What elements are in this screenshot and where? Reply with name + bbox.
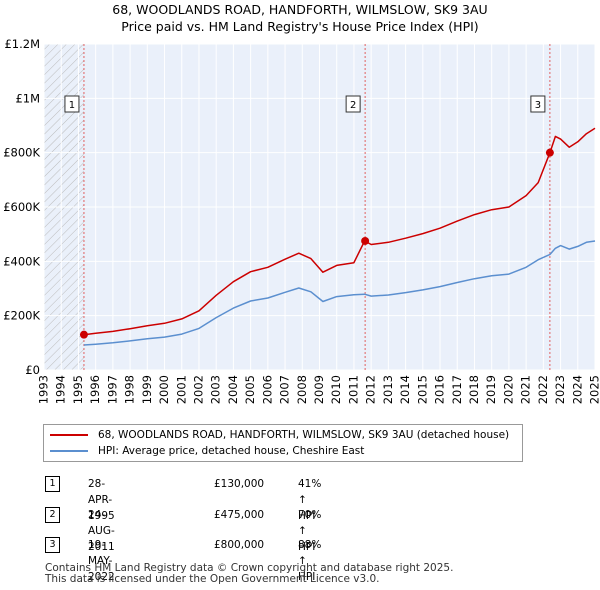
x-tick-label: 2024	[570, 375, 584, 404]
x-tick-label: 2022	[536, 375, 550, 404]
x-tick-label: 1994	[54, 375, 68, 404]
sale-marker-box	[345, 95, 361, 113]
sale-marker-box	[64, 95, 80, 113]
x-tick-label: 2006	[260, 375, 274, 404]
x-tick-label: 1999	[140, 375, 154, 404]
transaction-hpi-change: 70% ↑ HPI	[298, 509, 322, 553]
y-tick-label: £200K	[3, 309, 40, 323]
x-tick-label: 2005	[243, 375, 257, 404]
legend-label-price: 68, WOODLANDS ROAD, HANDFORTH, WILMSLOW,…	[98, 429, 510, 441]
x-tick-label: 2015	[415, 375, 429, 404]
x-tick-label: 2002	[191, 375, 205, 404]
chart-subtitle: Price paid vs. HM Land Registry's House …	[121, 19, 479, 34]
x-tick-label: 2016	[433, 375, 447, 404]
transaction-date: 24-AUG-2011	[88, 509, 115, 553]
footer-licence: This data is licensed under the Open Gov…	[45, 573, 380, 585]
x-tick-label: 2018	[467, 375, 481, 404]
hpi-line	[83, 240, 596, 346]
transaction-price: £130,000	[214, 478, 265, 490]
transaction-number: 3	[45, 537, 60, 553]
sale-marker-box	[530, 95, 546, 113]
sale-marker-label: 2	[350, 100, 356, 111]
legend: 68, WOODLANDS ROAD, HANDFORTH, WILMSLOW,…	[43, 424, 523, 462]
legend-label-hpi: HPI: Average price, detached house, Ches…	[98, 445, 365, 457]
x-tick-label: 2010	[329, 375, 343, 404]
chart-title: 68, WOODLANDS ROAD, HANDFORTH, WILMSLOW,…	[112, 2, 488, 17]
legend-item-price: 68, WOODLANDS ROAD, HANDFORTH, WILMSLOW,…	[50, 427, 509, 443]
transaction-number: 1	[45, 476, 60, 492]
x-tick-label: 2004	[226, 375, 240, 404]
x-tick-label: 2007	[278, 375, 292, 404]
footer-copyright: Contains HM Land Registry data © Crown c…	[45, 562, 454, 574]
x-tick-label: 1995	[71, 375, 85, 404]
legend-swatch-hpi	[50, 450, 88, 452]
x-tick-label: 1998	[123, 375, 137, 404]
transaction-date: 28-APR-1995	[88, 478, 115, 522]
x-tick-label: 2001	[174, 375, 188, 404]
y-tick-label: £800K	[3, 146, 40, 160]
sale-point	[545, 148, 554, 157]
transaction-price: £475,000	[214, 509, 265, 521]
y-tick-label: £1.2M	[4, 37, 40, 51]
transaction-price: £800,000	[214, 539, 265, 551]
y-tick-label: £400K	[3, 254, 40, 268]
x-tick-label: 2013	[381, 375, 395, 404]
x-tick-label: 2011	[346, 375, 360, 404]
x-tick-label: 2023	[553, 375, 567, 404]
transaction-hpi-change: 41% ↑ HPI	[298, 478, 322, 522]
x-tick-label: 2014	[398, 375, 412, 404]
y-tick-label: £600K	[3, 200, 40, 214]
transaction-date: 19-MAY-2022	[88, 539, 115, 583]
x-tick-label: 2021	[519, 375, 533, 404]
sale-marker-label: 1	[69, 100, 75, 111]
x-tick-label: 1996	[88, 375, 102, 404]
x-tick-label: 2012	[364, 375, 378, 404]
x-tick-label: 2003	[209, 375, 223, 404]
x-tick-label: 2025	[588, 375, 600, 404]
sale-marker-label: 3	[535, 100, 541, 111]
x-tick-label: 2009	[312, 375, 326, 404]
transaction-number: 2	[45, 507, 60, 523]
x-tick-label: 2008	[295, 375, 309, 404]
x-tick-label: 1997	[105, 375, 119, 404]
transaction-hpi-change: 88% ↑ HPI	[298, 539, 322, 583]
sale-point	[361, 236, 370, 245]
legend-swatch-price	[50, 434, 88, 436]
x-tick-label: 2019	[484, 375, 498, 404]
x-tick-label: 2017	[450, 375, 464, 404]
x-tick-label: 2020	[501, 375, 515, 404]
x-tick-label: 2000	[157, 375, 171, 404]
y-tick-label: £1M	[15, 91, 40, 105]
sale-point	[79, 330, 88, 339]
x-tick-label: 1993	[37, 375, 51, 404]
y-tick-label: £0	[25, 363, 40, 377]
legend-item-hpi: HPI: Average price, detached house, Ches…	[50, 443, 364, 459]
